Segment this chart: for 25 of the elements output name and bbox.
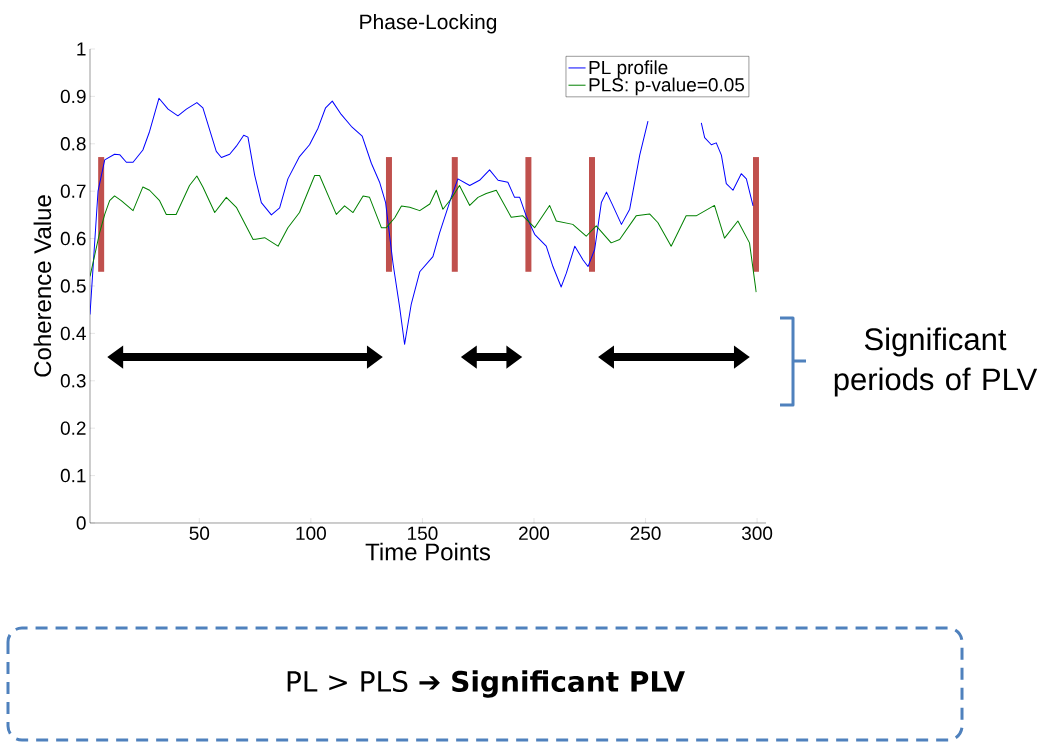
line-series [90,175,757,293]
x-axis-title: Time Points [365,542,491,561]
y-tick-label: 0.8 [60,137,86,151]
y-tick-label: 0.4 [60,326,86,341]
text: Significant periods of PLV [834,327,1038,397]
y-tick-label: 0.3 [60,374,86,388]
chart-title: Phase-Locking [360,13,497,34]
y-tick-label: 0.7 [60,184,86,198]
x-tick-label: 50 [189,526,210,540]
y-tick-label: 0.6 [60,231,86,246]
y-tick-label: 0 [76,516,86,530]
y-tick-label: 0.1 [60,468,86,483]
y-tick-label: 0.5 [60,279,86,293]
x-tick-label: 200 [519,526,550,540]
legend-label: PL profile [589,60,668,79]
y-tick-label: 0.2 [60,421,86,435]
x-tick-label: 100 [296,526,326,540]
x-tick-label: 150 [408,526,438,540]
legend-label: PLS: p-value=0.05 [589,77,745,96]
y-tick-label: 0.9 [60,89,86,104]
x-tick-label: 300 [741,526,773,540]
x-tick-label: 250 [630,526,661,540]
y-axis-title: Coherence Value [33,195,52,377]
text: PL > PLS ➔ Significant PLV [287,670,685,698]
y-tick-label: 1 [77,42,86,56]
